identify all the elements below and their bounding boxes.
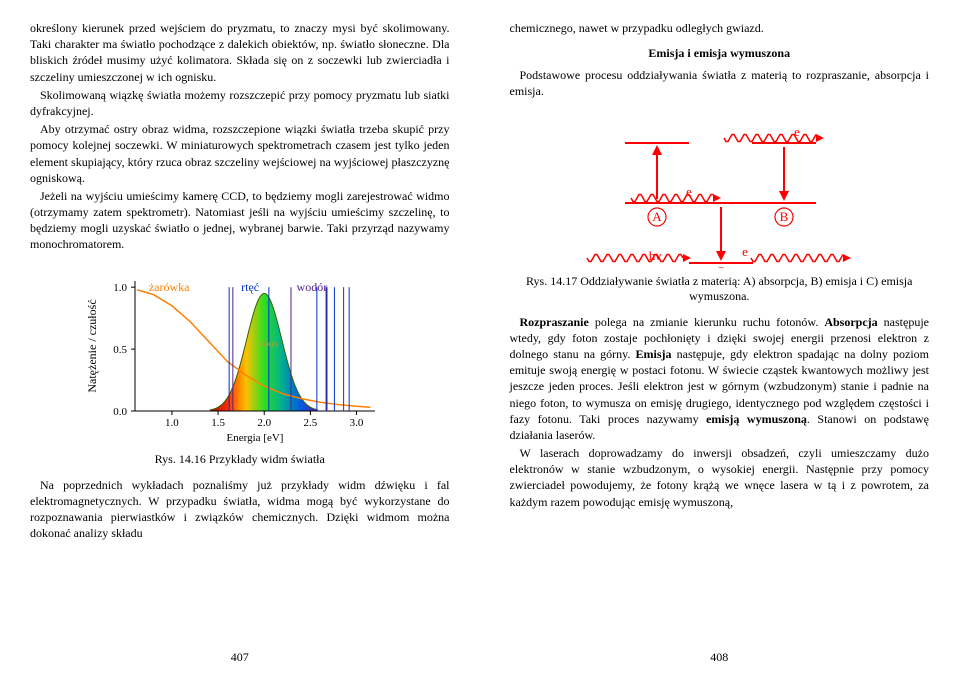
svg-text:B: B bbox=[780, 209, 789, 224]
svg-text:2.5: 2.5 bbox=[303, 417, 317, 429]
interaction-diagram: ABCeeehν bbox=[510, 108, 930, 268]
svg-text:Energia [eV]: Energia [eV] bbox=[226, 432, 283, 444]
page-left: określony kierunek przed wejściem do pry… bbox=[0, 0, 480, 675]
para-l4: Jeżeli na wyjściu umieścimy kamerę CCD, … bbox=[30, 188, 450, 253]
diagram-caption: Rys. 14.17 Oddziaływanie światła z mater… bbox=[510, 274, 930, 304]
para-r3: Rozpraszanie polega na zmianie kierunku … bbox=[510, 314, 930, 444]
svg-text:A: A bbox=[653, 209, 663, 224]
svg-text:wodór: wodór bbox=[296, 280, 327, 294]
spectrum-chart: 1.0 1.5 2.0 2.5 3.0 0.0 0.5 1.0 Energia [eV] Natę… bbox=[30, 261, 450, 446]
para-l2: Skolimowaną wiązkę światła możemy rozszc… bbox=[30, 87, 450, 119]
svg-text:hν: hν bbox=[649, 248, 662, 263]
para-l5: Na poprzednich wykładach poznaliśmy już … bbox=[30, 477, 450, 542]
svg-text:oko: oko bbox=[259, 336, 277, 350]
para-l1: określony kierunek przed wejściem do pry… bbox=[30, 20, 450, 85]
para-r2: Podstawowe procesu oddziaływania światła… bbox=[510, 67, 930, 99]
svg-text:2.0: 2.0 bbox=[257, 417, 271, 429]
svg-text:e: e bbox=[742, 244, 748, 259]
svg-text:1.0: 1.0 bbox=[113, 282, 127, 294]
svg-text:e: e bbox=[794, 124, 800, 139]
svg-text:e: e bbox=[686, 184, 692, 199]
page-right: chemicznego, nawet w przypadku odległych… bbox=[480, 0, 959, 675]
svg-text:rtęć: rtęć bbox=[241, 280, 259, 294]
spectrum-caption: Rys. 14.16 Przykłady widm światła bbox=[30, 452, 450, 467]
rozpraszanie-bold: Rozpraszanie bbox=[520, 315, 589, 329]
svg-text:Natężenie / czułość: Natężenie / czułość bbox=[85, 299, 99, 392]
pagenum-right: 408 bbox=[510, 650, 930, 665]
para-r1: chemicznego, nawet w przypadku odległych… bbox=[510, 20, 930, 36]
para-l3: Aby otrzymać ostry obraz widma, rozszcze… bbox=[30, 121, 450, 186]
svg-text:0.5: 0.5 bbox=[113, 344, 127, 356]
para-r4: W laserach doprowadzamy do inwersji obsa… bbox=[510, 445, 930, 510]
pagenum-left: 407 bbox=[30, 650, 450, 665]
svg-text:0.0: 0.0 bbox=[113, 406, 127, 418]
svg-text:żarówka: żarówka bbox=[149, 280, 190, 294]
svg-text:3.0: 3.0 bbox=[349, 417, 363, 429]
svg-text:1.0: 1.0 bbox=[165, 417, 179, 429]
svg-text:1.5: 1.5 bbox=[211, 417, 225, 429]
heading-emisja: Emisja i emisja wymuszona bbox=[510, 46, 930, 61]
spectrum-svg: 1.0 1.5 2.0 2.5 3.0 0.0 0.5 1.0 Energia [eV] Natę… bbox=[80, 261, 400, 446]
diagram-svg: ABCeeehν bbox=[569, 108, 869, 268]
